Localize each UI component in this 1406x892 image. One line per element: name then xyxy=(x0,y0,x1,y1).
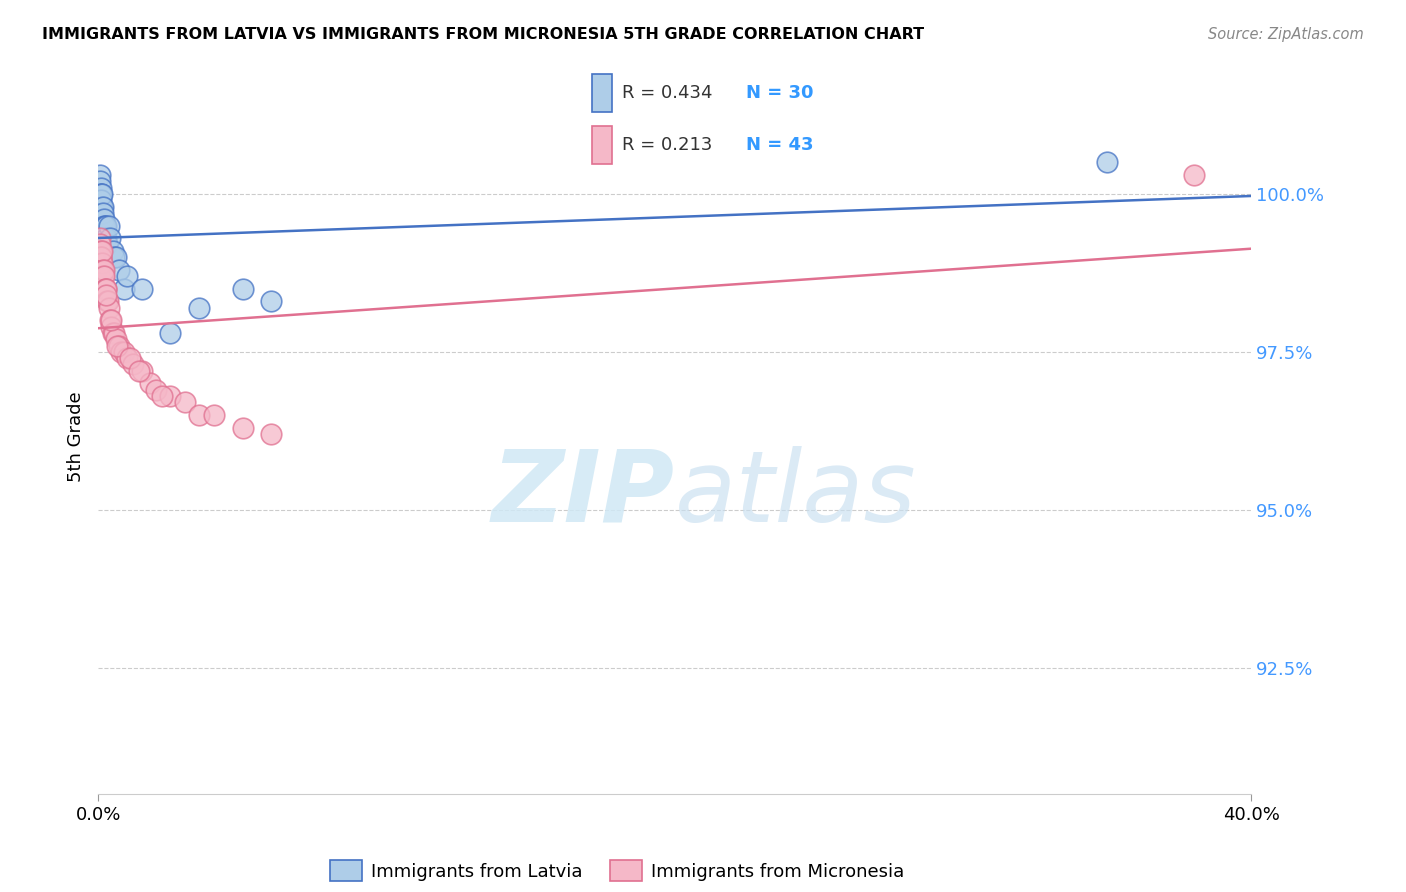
Point xyxy=(159,389,181,403)
Bar xyxy=(592,126,612,164)
Point xyxy=(96,237,118,252)
Point xyxy=(150,389,173,403)
Point xyxy=(104,332,127,346)
Point xyxy=(97,219,120,233)
Legend: Immigrants from Latvia, Immigrants from Micronesia: Immigrants from Latvia, Immigrants from … xyxy=(322,853,912,888)
Y-axis label: 5th Grade: 5th Grade xyxy=(66,392,84,483)
Point xyxy=(231,420,254,434)
Point xyxy=(90,194,112,208)
Point xyxy=(174,395,197,409)
Point xyxy=(131,364,153,378)
Point xyxy=(145,383,167,397)
Point xyxy=(231,282,254,296)
Point xyxy=(103,326,125,340)
Point xyxy=(93,268,115,283)
Point xyxy=(100,313,122,327)
Point xyxy=(260,294,283,309)
Text: IMMIGRANTS FROM LATVIA VS IMMIGRANTS FROM MICRONESIA 5TH GRADE CORRELATION CHART: IMMIGRANTS FROM LATVIA VS IMMIGRANTS FRO… xyxy=(42,27,924,42)
Point xyxy=(117,268,139,283)
Point xyxy=(105,338,128,352)
Point xyxy=(159,326,181,340)
Point xyxy=(188,408,211,422)
Point xyxy=(139,376,162,391)
Point xyxy=(104,250,127,264)
Point xyxy=(1182,168,1205,182)
Point xyxy=(107,338,129,352)
Point xyxy=(94,219,117,233)
Point xyxy=(101,326,124,340)
Point xyxy=(91,206,114,220)
Point xyxy=(90,256,112,270)
Point xyxy=(89,174,111,188)
Point xyxy=(96,282,118,296)
Point xyxy=(202,408,225,422)
Point xyxy=(93,219,115,233)
Point xyxy=(94,282,117,296)
Point xyxy=(94,219,117,233)
Point xyxy=(101,244,124,258)
Point xyxy=(90,186,112,201)
Point xyxy=(100,319,122,334)
Point xyxy=(90,200,112,214)
Point xyxy=(97,301,120,315)
Text: R = 0.434: R = 0.434 xyxy=(621,84,713,102)
Point xyxy=(90,250,112,264)
Point xyxy=(90,180,112,194)
Point xyxy=(110,344,132,359)
Point xyxy=(120,351,142,366)
Point xyxy=(93,212,115,227)
Point xyxy=(122,358,145,372)
Point xyxy=(94,282,117,296)
Point xyxy=(91,268,114,283)
Point xyxy=(91,244,114,258)
Point xyxy=(89,237,111,252)
Point xyxy=(90,244,112,258)
Point xyxy=(103,250,125,264)
Point xyxy=(91,200,114,214)
Point xyxy=(93,262,115,277)
Point xyxy=(112,282,135,296)
Text: ZIP: ZIP xyxy=(492,446,675,542)
Point xyxy=(97,294,120,309)
Point xyxy=(131,282,153,296)
Text: Source: ZipAtlas.com: Source: ZipAtlas.com xyxy=(1208,27,1364,42)
Point xyxy=(1097,155,1119,169)
Point xyxy=(188,301,211,315)
Text: R = 0.213: R = 0.213 xyxy=(621,136,713,153)
Text: N = 30: N = 30 xyxy=(747,84,814,102)
Point xyxy=(90,250,112,264)
Point xyxy=(128,364,150,378)
Text: N = 43: N = 43 xyxy=(747,136,814,153)
Point xyxy=(96,288,118,302)
Point xyxy=(91,186,114,201)
Point xyxy=(107,262,129,277)
Point xyxy=(98,313,121,327)
Point xyxy=(89,231,111,245)
Point xyxy=(91,262,114,277)
Point xyxy=(90,186,112,201)
Point xyxy=(260,426,283,441)
Point xyxy=(96,231,118,245)
Point xyxy=(112,344,135,359)
Text: atlas: atlas xyxy=(675,446,917,542)
Point xyxy=(117,351,139,366)
Bar xyxy=(592,74,612,112)
Point xyxy=(89,168,111,182)
Point xyxy=(96,294,118,309)
Point xyxy=(98,231,121,245)
